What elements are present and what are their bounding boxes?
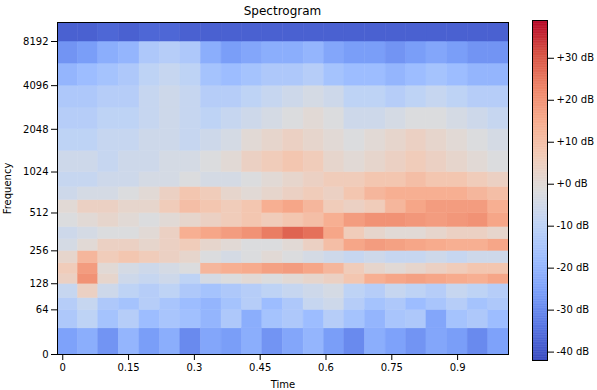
svg-text:-10 dB: -10 dB [557, 220, 590, 231]
svg-text:+10 dB: +10 dB [557, 136, 595, 147]
svg-text:0.6: 0.6 [318, 362, 334, 373]
svg-text:0: 0 [60, 362, 66, 373]
svg-text:0: 0 [42, 349, 48, 360]
svg-text:-30 dB: -30 dB [557, 304, 590, 315]
svg-text:8192: 8192 [23, 36, 48, 47]
svg-text:4096: 4096 [23, 80, 48, 91]
svg-text:2048: 2048 [23, 124, 48, 135]
svg-text:+20 dB: +20 dB [557, 94, 595, 105]
svg-text:256: 256 [29, 245, 48, 256]
svg-text:-40 dB: -40 dB [557, 346, 590, 357]
svg-text:0.15: 0.15 [117, 362, 139, 373]
svg-text:0.75: 0.75 [381, 362, 403, 373]
svg-text:Frequency: Frequency [2, 163, 13, 215]
svg-text:1024: 1024 [23, 166, 48, 177]
svg-text:Time: Time [270, 379, 295, 390]
svg-text:512: 512 [29, 207, 48, 218]
svg-text:+30 dB: +30 dB [557, 52, 595, 63]
svg-text:0.45: 0.45 [249, 362, 271, 373]
svg-text:0.3: 0.3 [186, 362, 202, 373]
html-text:Spectrogram: Spectrogram [243, 4, 322, 18]
svg-text:128: 128 [29, 278, 48, 289]
svg-text:64: 64 [36, 304, 49, 315]
svg-text:-20 dB: -20 dB [557, 262, 590, 273]
svg-text:+0 dB: +0 dB [557, 178, 588, 189]
svg-text:0.9: 0.9 [450, 362, 466, 373]
